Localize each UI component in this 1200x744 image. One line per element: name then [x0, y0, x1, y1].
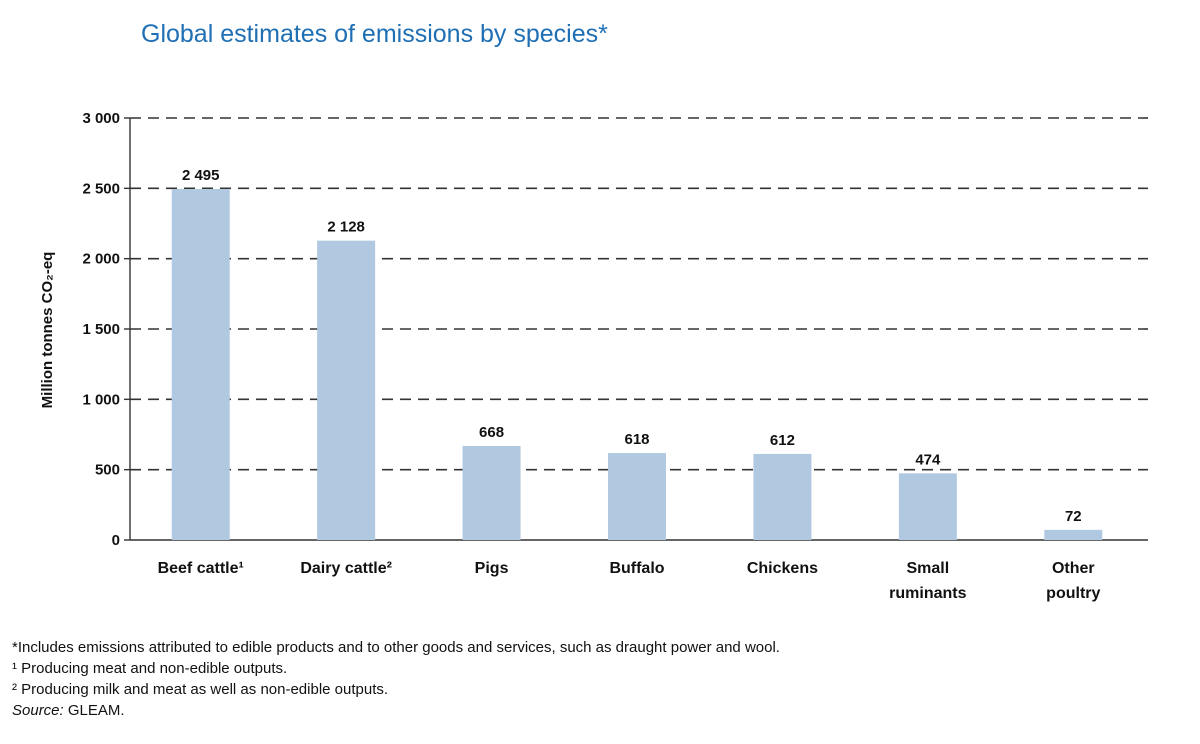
bar — [753, 453, 812, 540]
y-tick-label: 2 500 — [82, 180, 120, 197]
data-label: 474 — [915, 451, 941, 468]
data-label: 618 — [624, 431, 649, 448]
footnote-one: ¹ Producing meat and non-edible outputs. — [12, 660, 288, 677]
y-tick-label: 0 — [112, 532, 120, 549]
y-tick-label: 1 000 — [82, 391, 120, 408]
grid-lines — [130, 117, 1148, 471]
y-tick-label: 500 — [95, 462, 120, 479]
x-tick-label: ruminants — [889, 585, 966, 602]
data-label: 2 495 — [182, 167, 220, 184]
bar-chart: Million tonnes CO₂-eq 0 500 1 000 1 500 2 00… — [39, 110, 1148, 602]
x-tick-label: Other — [1052, 560, 1095, 577]
data-label: 668 — [479, 424, 504, 441]
y-tick-label: 3 000 — [82, 110, 120, 127]
footnotes: *Includes emissions attributed to edible… — [12, 637, 780, 721]
bar — [317, 240, 376, 541]
y-tick-label: 2 000 — [82, 251, 120, 268]
source-value: GLEAM. — [63, 702, 125, 719]
bars — [171, 189, 1103, 541]
labels: 0 500 1 000 1 500 2 000 2 500 3 000 2 495 Beef c… — [82, 110, 1100, 602]
bar — [608, 453, 666, 540]
bar — [1044, 529, 1103, 540]
data-label: 2 128 — [327, 219, 365, 236]
y-tick-label: 1 500 — [82, 321, 120, 338]
source-line: Source: GLEAM. — [12, 700, 780, 721]
x-tick-label: Chickens — [747, 560, 818, 577]
x-tick-label: Small — [907, 560, 950, 577]
footnote-two: ² Producing milk and meat as well as non… — [12, 681, 389, 698]
x-tick-label: Dairy cattle² — [300, 560, 392, 577]
x-tick-label: Beef cattle¹ — [158, 560, 244, 577]
bar — [898, 473, 957, 540]
bar — [171, 189, 230, 540]
x-tick-label: Pigs — [475, 560, 509, 577]
y-axis-label: Million tonnes CO₂-eq — [39, 252, 56, 409]
data-label: 72 — [1065, 508, 1082, 525]
x-tick-label: poultry — [1046, 585, 1100, 602]
x-tick-label: Buffalo — [609, 560, 664, 577]
source-label: Source: — [12, 702, 64, 719]
bar — [462, 446, 521, 540]
footnote-star: *Includes emissions attributed to edible… — [12, 639, 780, 656]
chart-title: Global estimates of emissions by species… — [141, 20, 608, 48]
data-label: 612 — [770, 432, 795, 449]
